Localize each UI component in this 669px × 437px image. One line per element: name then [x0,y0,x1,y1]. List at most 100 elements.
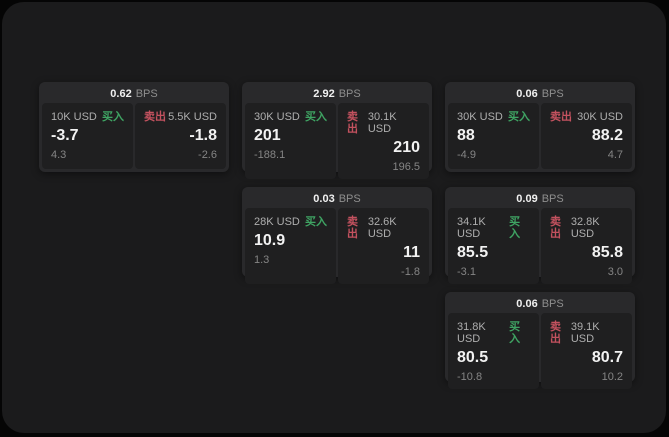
sell-sub-value: 10.2 [601,371,623,383]
sell-tile-header: 卖出 30K USD [550,111,623,123]
sell-price-tile[interactable]: 卖出 30K USD 88.2 4.7 [541,103,632,169]
spread-bps-value: 0.03 [313,193,335,205]
buy-size-label: 30K USD [457,111,503,123]
buy-sub-value: 4.3 [51,149,67,161]
sell-side-label: 卖出 [347,111,358,135]
buy-price-tile[interactable]: 30K USD 买入 88 -4.9 [448,103,539,169]
spread-bps-value: 0.62 [110,88,132,100]
sell-side-label: 卖出 [144,111,166,123]
buy-sub-value: -4.9 [457,149,476,161]
buy-sub-value: -10.8 [457,371,483,383]
spread-bps-unit: BPS [135,88,158,100]
sell-tile-header: 卖出 32.8K USD [550,216,623,240]
sell-size-label: 5.5K USD [168,111,217,123]
sell-tile-header: 卖出 39.1K USD [550,321,623,345]
sell-side-label: 卖出 [550,321,561,345]
sell-size-label: 32.8K USD [570,216,600,240]
card-body: 34.1K USD 买入 85.5 -3.1 卖出 32.8K USD 85.8… [448,208,632,284]
buy-side-label: 买入 [509,216,521,240]
buy-price-value: 201 [254,127,281,144]
quote-card: 2.92 BPS 30K USD 买入 201 -188.1 卖出 30.1K … [242,82,432,179]
spread-header: 2.92 BPS [245,85,429,103]
quote-card: 0.09 BPS 34.1K USD 买入 85.5 -3.1 卖出 32.8K… [445,187,635,284]
spread-bps-unit: BPS [541,193,564,205]
buy-price-value: 85.5 [457,244,489,261]
buy-sub-value: -188.1 [254,149,286,161]
buy-tile-header: 31.8K USD 买入 [457,321,530,345]
sell-price-tile[interactable]: 卖出 39.1K USD 80.7 10.2 [541,313,632,389]
buy-sub-value: -3.1 [457,266,476,278]
buy-side-label: 买入 [102,111,124,123]
sell-price-value: -1.8 [189,127,217,144]
buy-price-tile[interactable]: 34.1K USD 买入 85.5 -3.1 [448,208,539,284]
sell-sub-value: 3.0 [607,266,623,278]
buy-price-tile[interactable]: 31.8K USD 买入 80.5 -10.8 [448,313,539,389]
spread-bps-value: 0.09 [516,193,538,205]
sell-size-label: 30K USD [577,111,623,123]
buy-side-label: 买入 [508,111,530,123]
sell-side-label: 卖出 [550,216,561,240]
buy-price-value: -3.7 [51,127,79,144]
sell-price-tile[interactable]: 卖出 5.5K USD -1.8 -2.6 [135,103,226,169]
spread-bps-unit: BPS [338,193,361,205]
sell-price-value: 11 [403,244,420,261]
card-body: 10K USD 买入 -3.7 4.3 卖出 5.5K USD -1.8 -2.… [42,103,226,169]
sell-tile-header: 卖出 5.5K USD [144,111,217,123]
sell-side-label: 卖出 [550,111,572,123]
sell-price-value: 88.2 [591,127,623,144]
sell-price-tile[interactable]: 卖出 30.1K USD 210 196.5 [338,103,429,179]
spread-bps-value: 2.92 [313,88,335,100]
sell-price-tile[interactable]: 卖出 32.6K USD 11 -1.8 [338,208,429,284]
buy-size-label: 34.1K USD [457,216,486,240]
buy-side-label: 买入 [305,111,327,123]
sell-price-value: 210 [393,139,420,156]
buy-tile-header: 10K USD 买入 [51,111,124,123]
buy-tile-header: 28K USD 买入 [254,216,327,228]
buy-price-tile[interactable]: 30K USD 买入 201 -188.1 [245,103,336,179]
buy-size-label: 28K USD [254,216,300,228]
quote-board: 0.62 BPS 10K USD 买入 -3.7 4.3 卖出 5.5K USD… [39,82,635,389]
sell-price-tile[interactable]: 卖出 32.8K USD 85.8 3.0 [541,208,632,284]
buy-side-label: 买入 [305,216,327,228]
card-body: 30K USD 买入 88 -4.9 卖出 30K USD 88.2 4.7 [448,103,632,169]
card-body: 28K USD 买入 10.9 1.3 卖出 32.6K USD 11 -1.8 [245,208,429,284]
buy-price-tile[interactable]: 28K USD 买入 10.9 1.3 [245,208,336,284]
sell-sub-value: 196.5 [392,161,420,173]
card-body: 31.8K USD 买入 80.5 -10.8 卖出 39.1K USD 80.… [448,313,632,389]
sell-size-label: 32.6K USD [367,216,397,240]
spread-header: 0.06 BPS [448,295,632,313]
buy-price-value: 88 [457,127,475,144]
quote-card: 0.62 BPS 10K USD 买入 -3.7 4.3 卖出 5.5K USD… [39,82,229,172]
buy-price-value: 10.9 [254,232,286,249]
buy-price-tile[interactable]: 10K USD 买入 -3.7 4.3 [42,103,133,169]
buy-tile-header: 34.1K USD 买入 [457,216,530,240]
sell-price-value: 85.8 [591,244,623,261]
sell-sub-value: -1.8 [401,266,420,278]
spread-bps-unit: BPS [338,88,361,100]
sell-side-label: 卖出 [347,216,358,240]
buy-tile-header: 30K USD 买入 [254,111,327,123]
buy-tile-header: 30K USD 买入 [457,111,530,123]
buy-price-value: 80.5 [457,349,489,366]
spread-bps-unit: BPS [541,298,564,310]
quote-card: 0.06 BPS 30K USD 买入 88 -4.9 卖出 30K USD 8… [445,82,635,172]
spread-bps-unit: BPS [541,88,564,100]
sell-sub-value: 4.7 [607,149,623,161]
spread-header: 0.06 BPS [448,85,632,103]
buy-size-label: 31.8K USD [457,321,486,345]
sell-size-label: 39.1K USD [570,321,600,345]
sell-tile-header: 卖出 32.6K USD [347,216,420,240]
spread-header: 0.03 BPS [245,190,429,208]
quote-card: 0.03 BPS 28K USD 买入 10.9 1.3 卖出 32.6K US… [242,187,432,284]
spread-header: 0.62 BPS [42,85,226,103]
sell-size-label: 30.1K USD [367,111,397,135]
spread-header: 0.09 BPS [448,190,632,208]
sell-tile-header: 卖出 30.1K USD [347,111,420,135]
sell-price-value: 80.7 [591,349,623,366]
sell-sub-value: -2.6 [198,149,217,161]
buy-side-label: 买入 [509,321,521,345]
card-body: 30K USD 买入 201 -188.1 卖出 30.1K USD 210 1… [245,103,429,179]
buy-sub-value: 1.3 [254,254,270,266]
buy-size-label: 10K USD [51,111,97,123]
spread-bps-value: 0.06 [516,88,538,100]
